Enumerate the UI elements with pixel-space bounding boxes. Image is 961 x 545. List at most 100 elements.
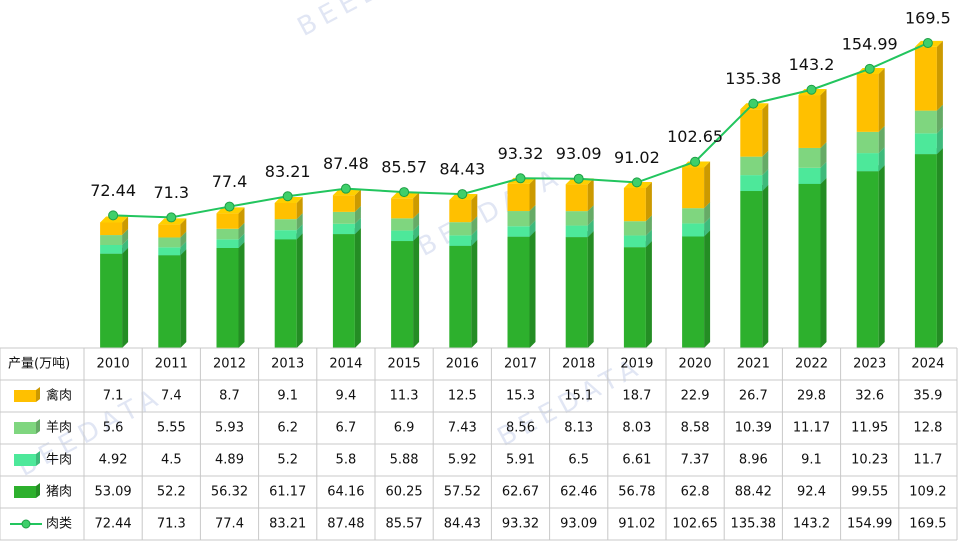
x-tick-label: 2013	[271, 357, 304, 372]
bar-side	[413, 192, 420, 219]
bar-side	[820, 141, 827, 168]
legend-label: 肉类	[46, 517, 72, 532]
table-cell: 56.78	[618, 485, 655, 500]
data-label: 84.43	[439, 160, 485, 179]
table-cell: 4.89	[215, 453, 244, 468]
bar-segment	[391, 241, 414, 348]
bar-side	[936, 40, 943, 111]
bar-segment	[740, 175, 763, 192]
bar-side	[645, 229, 652, 248]
bar-segment	[798, 167, 821, 184]
bar-segment	[856, 131, 879, 154]
legend-label: 牛肉	[46, 453, 72, 468]
legend-label: 猪肉	[46, 485, 72, 500]
table-cell: 57.52	[444, 485, 481, 500]
table-cell: 6.5	[568, 453, 589, 468]
bar-segment	[914, 46, 937, 111]
line-point	[864, 63, 875, 74]
table-cell: 61.17	[269, 485, 306, 500]
x-tick-label: 2020	[679, 357, 712, 372]
bar-side	[645, 181, 652, 222]
table-cell: 35.9	[913, 389, 942, 404]
bar-side	[296, 213, 303, 231]
data-label: 143.2	[789, 55, 835, 74]
table-cell: 8.03	[622, 421, 651, 436]
table-cell: 12.8	[913, 421, 942, 436]
bar-side	[820, 161, 827, 184]
table-cell: 102.65	[672, 517, 718, 532]
bar-side	[238, 207, 245, 229]
data-label: 135.38	[725, 69, 781, 88]
bar-side	[296, 224, 303, 240]
bar-side	[180, 218, 187, 238]
legend-icon	[21, 519, 31, 529]
bar-side	[936, 148, 943, 348]
bar-side	[529, 230, 536, 348]
table-cell: 6.61	[622, 453, 651, 468]
bar-segment	[740, 191, 763, 348]
table-cell: 88.42	[735, 485, 772, 500]
table-cell: 12.5	[448, 389, 477, 404]
bar-segment	[507, 236, 530, 348]
bar-side	[354, 205, 361, 224]
legend-label: 羊肉	[46, 420, 72, 436]
legend-label: 禽肉	[46, 388, 72, 404]
bar-side	[936, 104, 943, 134]
table-cell: 11.17	[793, 421, 830, 436]
legend-icon	[36, 451, 40, 466]
table-cell: 7.1	[103, 389, 124, 404]
bar-segment	[798, 183, 821, 348]
bar-segment	[856, 171, 879, 348]
bar-side	[529, 205, 536, 227]
bar-segment	[332, 195, 355, 212]
bar-segment	[856, 73, 879, 132]
line-point	[340, 183, 351, 194]
bar-side	[587, 231, 594, 348]
x-tick-label: 2016	[446, 357, 479, 372]
bar-side	[645, 241, 652, 348]
bar-side	[471, 193, 478, 223]
bar-segment	[332, 211, 355, 224]
table-cell: 84.43	[444, 517, 481, 532]
table-cell: 7.43	[448, 421, 477, 436]
bar-side	[122, 247, 129, 348]
table-cell: 62.46	[560, 485, 597, 500]
table-cell: 5.93	[215, 421, 244, 436]
x-tick-label: 2010	[97, 357, 130, 372]
table-cell: 83.21	[269, 517, 306, 532]
table-cell: 6.2	[277, 421, 298, 436]
table-cell: 99.55	[851, 485, 888, 500]
bar-side	[587, 205, 594, 226]
table-cell: 26.7	[739, 389, 768, 404]
bar-side	[413, 212, 420, 231]
data-label: 72.44	[90, 181, 136, 200]
bar-segment	[100, 253, 123, 348]
line-point	[108, 210, 119, 221]
table-cell: 4.5	[161, 453, 182, 468]
bar-side	[936, 127, 943, 155]
table-cell: 154.99	[847, 517, 893, 532]
table-cell: 10.39	[735, 421, 772, 436]
table-cell: 8.96	[739, 453, 768, 468]
bar-segment	[507, 211, 530, 227]
line-point	[690, 156, 701, 167]
bar-side	[122, 229, 129, 246]
bar-segment	[332, 223, 355, 235]
bar-segment	[274, 239, 297, 348]
table-cell: 6.9	[394, 421, 415, 436]
bar-side	[471, 216, 478, 236]
bar-segment	[100, 235, 123, 246]
table-cell: 8.7	[219, 389, 240, 404]
data-label: 93.09	[556, 144, 602, 163]
x-tick-label: 2023	[853, 357, 886, 372]
x-tick-label: 2014	[329, 357, 362, 372]
bar-segment	[740, 109, 763, 157]
x-tick-label: 2019	[620, 357, 653, 372]
line-point	[515, 173, 526, 184]
bar-segment	[623, 247, 646, 348]
data-label: 85.57	[381, 158, 427, 177]
table-cell: 8.56	[506, 421, 535, 436]
line-point	[806, 84, 817, 95]
bar-segment	[449, 245, 472, 348]
bar-side	[762, 150, 769, 176]
